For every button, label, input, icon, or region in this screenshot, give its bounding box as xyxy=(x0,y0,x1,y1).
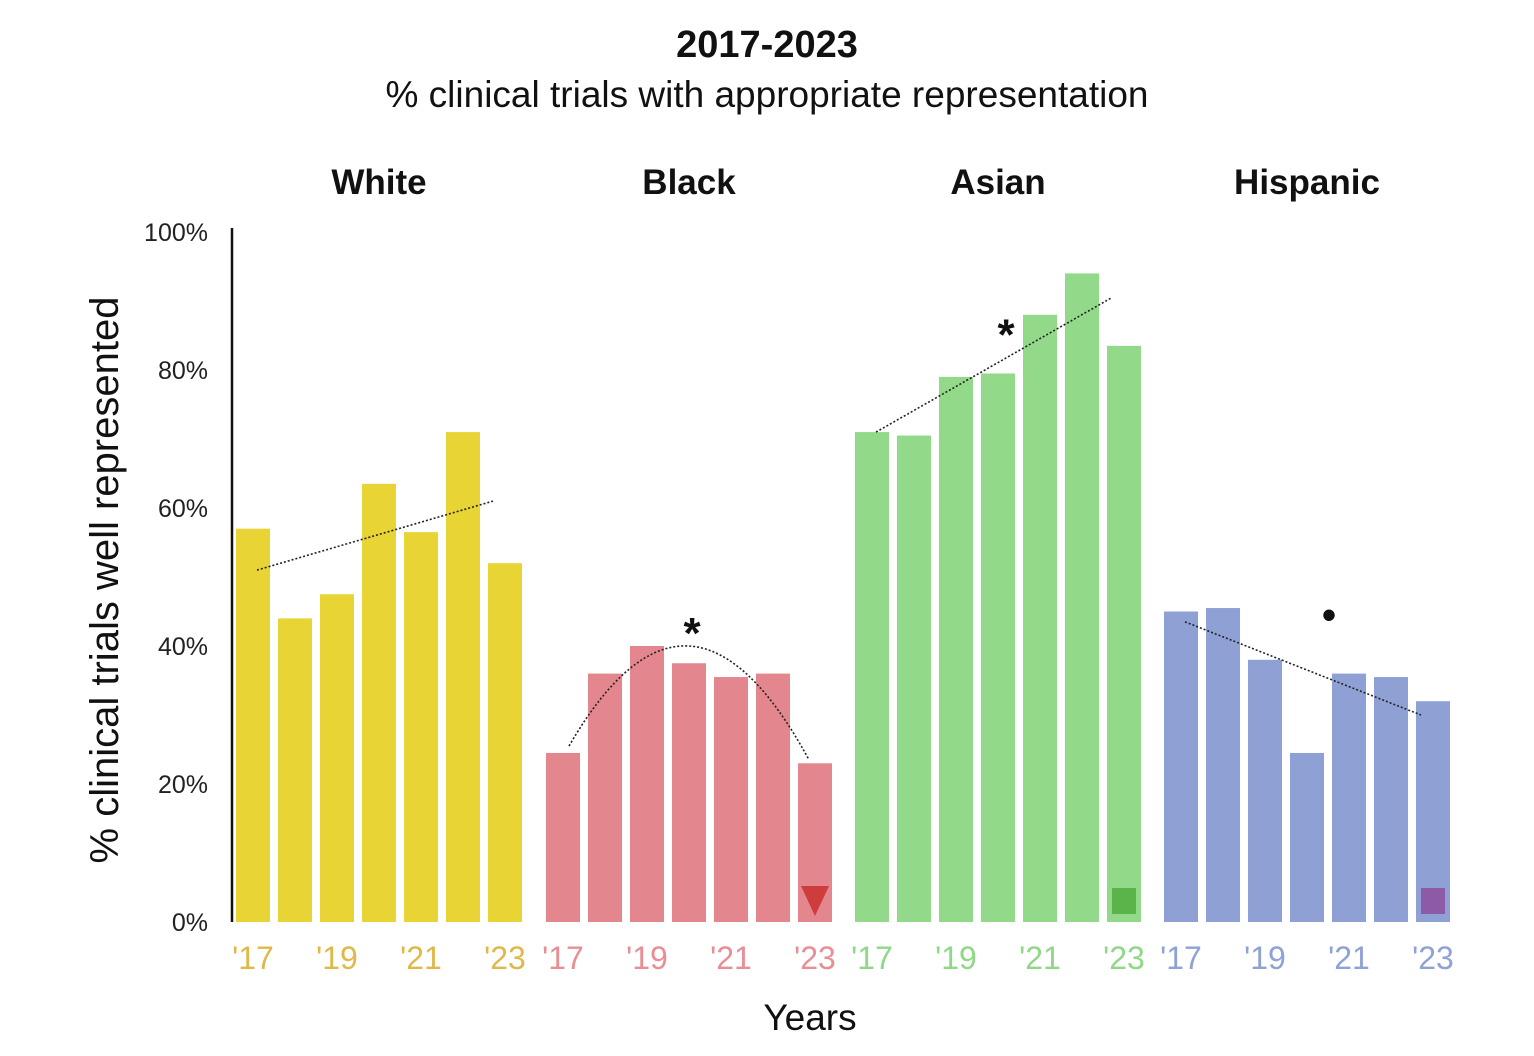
bar xyxy=(1416,701,1450,922)
significance-marker: * xyxy=(997,311,1015,360)
x-tick-label: '23 xyxy=(1103,940,1145,976)
bar xyxy=(1206,608,1240,922)
group-label: Asian xyxy=(950,163,1045,202)
x-tick-label: '19 xyxy=(935,940,977,976)
y-axis-label: % clinical trials well represented xyxy=(83,297,127,864)
group-label: Black xyxy=(642,163,736,202)
bar xyxy=(1107,345,1141,923)
group-label: Hispanic xyxy=(1234,163,1380,202)
x-tick-label: '21 xyxy=(1019,940,1061,976)
bar xyxy=(855,432,889,922)
bar xyxy=(981,373,1015,922)
bar xyxy=(897,435,931,922)
bar xyxy=(320,594,354,922)
bar xyxy=(488,563,522,922)
bar xyxy=(404,532,438,922)
y-tick-label: 40% xyxy=(158,633,208,661)
square-icon xyxy=(1421,888,1445,914)
group-label: White xyxy=(331,163,426,202)
bar xyxy=(236,528,270,922)
bar xyxy=(1290,752,1324,922)
x-tick-label: '23 xyxy=(794,940,836,976)
x-tick-label: '23 xyxy=(484,940,526,976)
y-tick-label: 80% xyxy=(158,357,208,385)
y-tick-label: 0% xyxy=(172,909,208,937)
square-icon xyxy=(1112,888,1136,914)
triangle-down-icon xyxy=(801,886,829,916)
x-tick-label: '17 xyxy=(1160,940,1202,976)
x-tick-label: '21 xyxy=(400,940,442,976)
x-tick-label: '21 xyxy=(1328,940,1370,976)
x-tick-label: '21 xyxy=(710,940,752,976)
bar xyxy=(1374,677,1408,922)
trend-line xyxy=(875,296,1113,433)
x-tick-label: '17 xyxy=(851,940,893,976)
trend-curve xyxy=(568,645,810,761)
chart-title: 2017-2023 xyxy=(676,24,858,66)
significance-marker: • xyxy=(1322,593,1336,637)
x-tick-label: '17 xyxy=(232,940,274,976)
bar xyxy=(672,663,706,922)
bar xyxy=(1164,611,1198,922)
x-tick-label: '17 xyxy=(542,940,584,976)
y-tick-label: 100% xyxy=(144,219,208,247)
bar xyxy=(1332,673,1366,922)
bar xyxy=(588,673,622,922)
bar xyxy=(630,646,664,922)
bar xyxy=(714,677,748,922)
x-tick-label: '19 xyxy=(316,940,358,976)
bar xyxy=(756,673,790,922)
x-tick-label: '19 xyxy=(626,940,668,976)
x-tick-label: '19 xyxy=(1244,940,1286,976)
bar xyxy=(1248,659,1282,922)
x-axis-label: Years xyxy=(763,997,856,1038)
bar xyxy=(278,618,312,922)
x-tick-label: '23 xyxy=(1412,940,1454,976)
y-tick-label: 60% xyxy=(158,495,208,523)
bar xyxy=(446,432,480,922)
bar xyxy=(546,752,580,922)
bar xyxy=(1065,273,1099,922)
y-tick-label: 20% xyxy=(158,771,208,799)
significance-marker: * xyxy=(683,609,701,658)
trend-line xyxy=(256,500,494,571)
bar xyxy=(939,376,973,922)
bar xyxy=(362,483,396,922)
chart-subtitle: % clinical trials with appropriate repre… xyxy=(385,74,1149,115)
bar xyxy=(1023,314,1057,922)
